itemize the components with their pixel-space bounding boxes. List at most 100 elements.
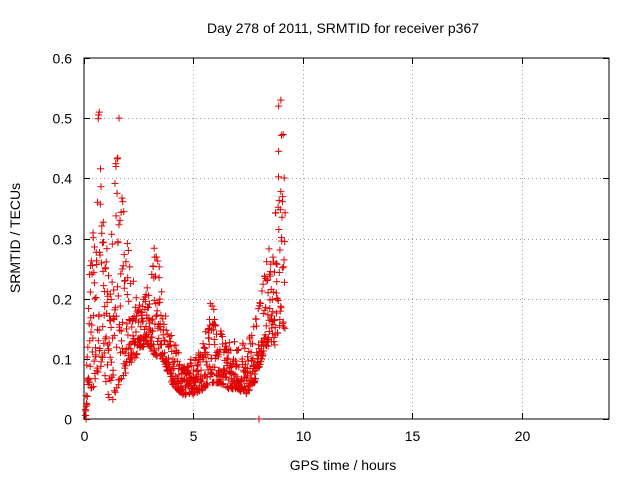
data-point [106, 290, 114, 298]
data-point [252, 315, 260, 323]
data-point [197, 366, 205, 374]
data-point [245, 386, 253, 394]
data-point [280, 174, 288, 182]
data-point [98, 354, 106, 362]
data-point [112, 312, 120, 320]
data-point [264, 311, 272, 319]
data-point [109, 371, 117, 379]
data-point [148, 270, 156, 278]
data-point [176, 360, 184, 368]
data-point [281, 238, 289, 246]
data-point [205, 334, 213, 342]
data-point [123, 291, 131, 299]
data-point [155, 274, 163, 282]
data-point [211, 363, 219, 371]
data-point [107, 296, 115, 304]
data-point [262, 342, 270, 350]
data-point [165, 342, 173, 350]
data-point [193, 362, 201, 370]
data-point [256, 360, 264, 368]
data-point [178, 385, 186, 393]
x-tick-labels: 0 5 10 15 20 [81, 428, 531, 444]
data-point [92, 351, 100, 359]
data-point [100, 282, 108, 290]
data-point [223, 354, 231, 362]
data-point [96, 251, 104, 259]
data-point [90, 279, 98, 287]
data-point [276, 206, 284, 214]
data-point [230, 338, 238, 346]
data-point [156, 320, 164, 328]
data-point [132, 351, 140, 359]
data-point [156, 295, 164, 303]
data-point [105, 345, 113, 353]
x-tick-label: 15 [405, 428, 421, 444]
data-point [174, 349, 182, 357]
data-point [279, 131, 287, 139]
data-point [105, 339, 113, 347]
data-point [256, 299, 264, 307]
data-point [204, 351, 212, 359]
data-point [97, 358, 105, 366]
data-point [83, 393, 91, 401]
data-point [259, 310, 267, 318]
data-point [263, 277, 271, 285]
data-point [100, 349, 108, 357]
data-point [254, 305, 262, 313]
data-point [154, 257, 162, 265]
data-point [122, 258, 130, 266]
data-point [97, 183, 105, 191]
data-point [168, 366, 176, 374]
data-point [110, 286, 118, 294]
data-point [98, 229, 106, 237]
data-point [276, 316, 284, 324]
data-point [219, 380, 227, 388]
data-point [124, 274, 132, 282]
data-point [119, 198, 127, 206]
data-point [82, 399, 90, 407]
data-point [85, 304, 93, 312]
data-point [275, 268, 283, 276]
data-point [90, 357, 98, 365]
data-point [104, 390, 112, 398]
data-point [186, 369, 194, 377]
data-point [230, 370, 238, 378]
data-point [263, 258, 271, 266]
data-point [152, 312, 160, 320]
data-point [112, 162, 120, 170]
data-point [102, 378, 110, 386]
data-point [118, 337, 126, 345]
data-point [114, 154, 122, 162]
data-point [239, 341, 247, 349]
data-point [269, 308, 277, 316]
data-point [262, 303, 270, 311]
data-point [107, 376, 115, 384]
data-point [123, 320, 131, 328]
data-point [129, 277, 137, 285]
data-point [126, 263, 134, 271]
data-point [88, 321, 96, 329]
data-point [167, 369, 175, 377]
data-point [119, 318, 127, 326]
data-point [132, 294, 140, 302]
data-point [99, 323, 107, 331]
data-point [93, 261, 101, 269]
data-point [96, 200, 104, 208]
data-point [175, 371, 183, 379]
data-point [261, 331, 269, 339]
data-point [198, 378, 206, 386]
data-point [112, 212, 120, 220]
data-point [279, 320, 287, 328]
data-point [279, 193, 287, 201]
data-point [138, 309, 146, 317]
data-point [206, 363, 214, 371]
data-point [104, 361, 112, 369]
data-point [241, 344, 249, 352]
data-point [114, 292, 122, 300]
data-point [91, 295, 99, 303]
data-point [157, 311, 165, 319]
data-point [269, 253, 277, 261]
data-point [234, 346, 242, 354]
data-point [245, 387, 253, 395]
data-point [117, 327, 125, 335]
